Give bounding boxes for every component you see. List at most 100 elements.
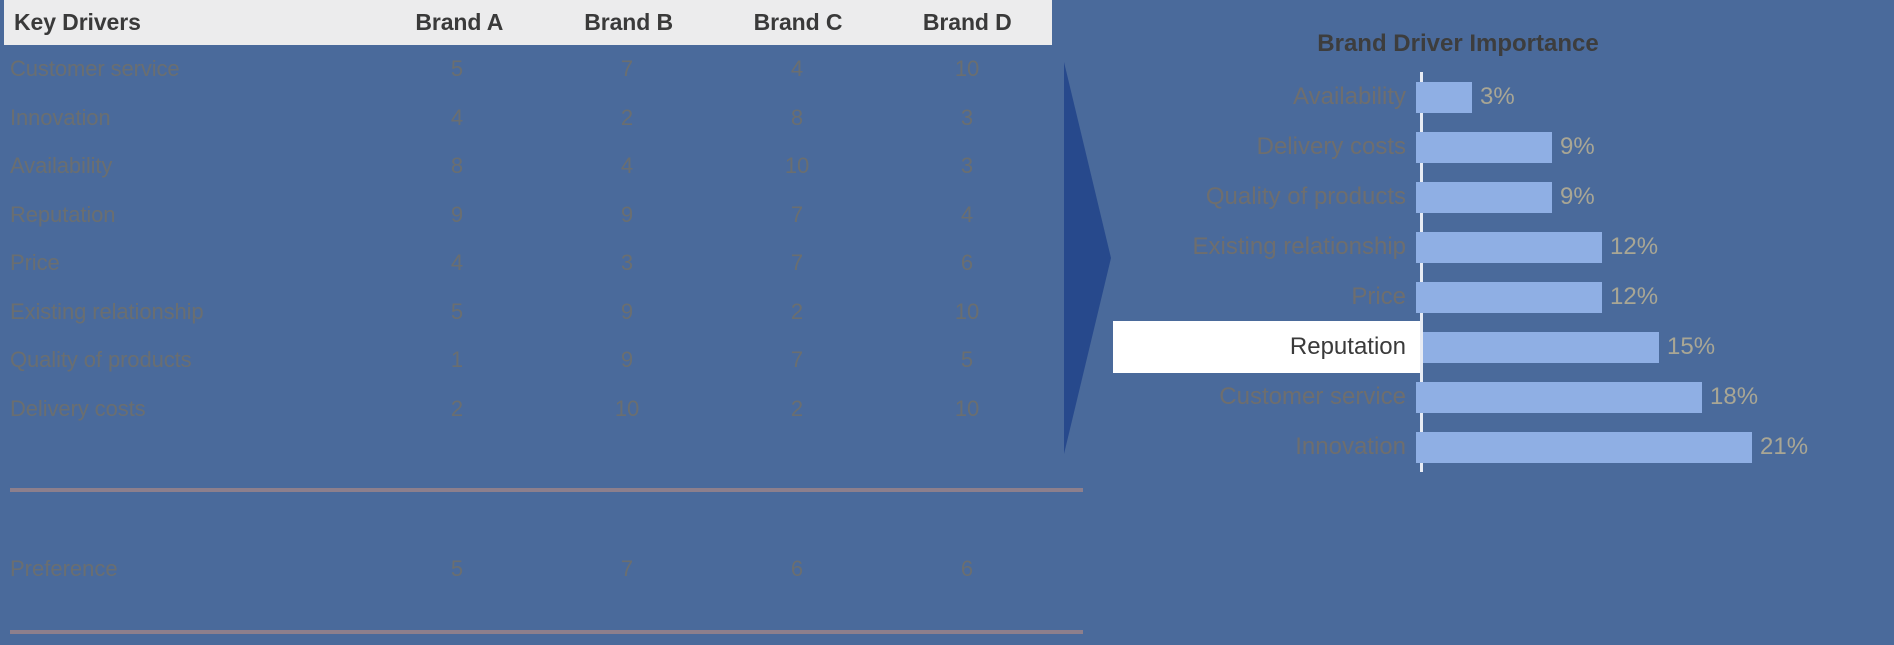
- cell-brand-a: 5: [450, 298, 464, 324]
- table-row[interactable]: Delivery costs 2 10 2 10: [0, 385, 1060, 434]
- cell-brand-b: 7: [620, 56, 634, 82]
- table-row[interactable]: Price 4 3 7 6: [0, 239, 1060, 288]
- key-drivers-table: Key Drivers Brand A Brand B Brand C Bran…: [0, 0, 1083, 634]
- cell-brand-d: 10: [954, 395, 980, 421]
- cell-brand-b: 9: [620, 347, 634, 373]
- cell-brand-c: 7: [790, 347, 804, 373]
- chart-bar-group: 18%: [1416, 381, 1759, 413]
- cell-brand-c: 7: [790, 250, 804, 276]
- cell-brand-b: 10: [614, 395, 640, 421]
- table-row[interactable]: Availability 8 4 10 3: [0, 142, 1060, 191]
- cell-brand-b: 3: [620, 250, 634, 276]
- cell-brand-d: 6: [960, 250, 974, 276]
- chart-bar[interactable]: [1416, 81, 1472, 113]
- chart-category-label: Quality of products: [1205, 183, 1406, 210]
- chart-bar-value-label: 9%: [1560, 183, 1595, 210]
- chart-bar-row[interactable]: Existing relationship 12%: [1113, 222, 1894, 272]
- chart-category-label: Customer service: [1219, 383, 1406, 410]
- chart-bar-value-label: 9%: [1560, 133, 1595, 160]
- chart-bar-row[interactable]: Quality of products 9%: [1113, 172, 1894, 222]
- table-row[interactable]: Innovation 4 2 8 3: [0, 94, 1060, 143]
- chart-bar-row[interactable]: Price 12%: [1113, 272, 1894, 322]
- chart-bar-group: 12%: [1416, 281, 1658, 313]
- table-row[interactable]: Quality of products 1 9 7 5: [0, 336, 1060, 385]
- cell-brand-b: 9: [620, 201, 634, 227]
- cell-brand-d: 6: [960, 556, 974, 581]
- cell-brand-a: 2: [450, 395, 464, 421]
- chart-bar-value-label: 3%: [1480, 83, 1515, 110]
- chart-bar-row[interactable]: Innovation 21%: [1113, 422, 1894, 472]
- chart-bar[interactable]: [1416, 431, 1752, 463]
- chart-category-label: Availability: [1293, 83, 1406, 110]
- chart-bar-value-label: 12%: [1610, 233, 1659, 260]
- column-header-brand-b: Brand B: [584, 9, 673, 35]
- cell-brand-b: 7: [620, 556, 634, 581]
- column-header-key-drivers: Key Drivers: [14, 9, 141, 35]
- table-row[interactable]: Reputation 9 9 7 4: [0, 191, 1060, 240]
- table-header-row: Key Drivers Brand A Brand B Brand C Bran…: [0, 0, 1052, 45]
- cell-driver: Quality of products: [10, 347, 192, 373]
- cell-brand-d: 5: [960, 347, 974, 373]
- chart-bar[interactable]: [1423, 331, 1659, 363]
- cell-brand-c: 10: [784, 153, 810, 179]
- chart-bar-group: 3%: [1416, 81, 1515, 113]
- cell-driver: Reputation: [10, 201, 116, 227]
- arrow-right-chevron-icon: [1053, 62, 1113, 454]
- cell-brand-d: 10: [954, 56, 980, 82]
- arrow-right-chevron-shape: [1064, 62, 1111, 454]
- chart-bar-group: 9%: [1416, 131, 1595, 163]
- chart-category-label-selected[interactable]: Reputation: [1113, 321, 1420, 373]
- chart-category-label: Delivery costs: [1256, 133, 1406, 160]
- cell-brand-c: 8: [790, 104, 804, 130]
- cell-brand-b: 4: [620, 153, 634, 179]
- chart-bar-group: 9%: [1416, 181, 1595, 213]
- table-summary-row-preference[interactable]: Preference 5 7 6 6: [0, 545, 1060, 593]
- chart-plot-area: Availability 3% Delivery costs 9% Qualit…: [1113, 72, 1894, 472]
- table-row[interactable]: Existing relationship 5 9 2 10: [0, 288, 1060, 337]
- chart-bar-row[interactable]: Availability 3%: [1113, 72, 1894, 122]
- chart-bar[interactable]: [1416, 181, 1552, 213]
- chart-bar[interactable]: [1416, 131, 1552, 163]
- cell-brand-a: 5: [450, 556, 464, 581]
- chart-bar-row[interactable]: Delivery costs 9%: [1113, 122, 1894, 172]
- brand-driver-importance-chart: Brand Driver Importance Availability 3% …: [1113, 0, 1894, 645]
- chart-category-label: Price: [1351, 283, 1406, 310]
- cell-brand-a: 4: [450, 250, 464, 276]
- cell-brand-d: 10: [954, 298, 980, 324]
- column-header-brand-a: Brand A: [415, 9, 504, 35]
- chart-bar-group: 12%: [1416, 231, 1659, 263]
- chart-bar[interactable]: [1416, 231, 1602, 263]
- chart-bar-group: 15%: [1423, 331, 1716, 363]
- cell-brand-c: 7: [790, 201, 804, 227]
- chart-bar-value-label: 18%: [1710, 383, 1759, 410]
- cell-brand-a: 8: [450, 153, 464, 179]
- chart-title: Brand Driver Importance: [1317, 30, 1599, 57]
- chart-bar[interactable]: [1416, 381, 1702, 413]
- column-header-brand-c: Brand C: [753, 9, 843, 35]
- cell-brand-a: 5: [450, 56, 464, 82]
- table-body: Customer service 5 7 4 10 Innovation 4 2…: [0, 45, 1060, 433]
- cell-brand-c: 2: [790, 395, 804, 421]
- cell-brand-a: 4: [450, 104, 464, 130]
- cell-driver: Price: [10, 250, 60, 276]
- chart-bar[interactable]: [1416, 281, 1602, 313]
- cell-brand-b: 2: [620, 104, 634, 130]
- table-separator-upper: [10, 488, 1083, 492]
- cell-brand-b: 9: [620, 298, 634, 324]
- chart-bar-value-label: 15%: [1667, 333, 1716, 360]
- cell-driver: Customer service: [10, 56, 180, 82]
- cell-brand-c: 6: [790, 556, 804, 581]
- column-header-brand-d: Brand D: [922, 9, 1012, 35]
- table-row[interactable]: Customer service 5 7 4 10: [0, 45, 1060, 94]
- chart-bar-row[interactable]: Customer service 18%: [1113, 372, 1894, 422]
- cell-brand-c: 2: [790, 298, 804, 324]
- cell-brand-c: 4: [790, 56, 804, 82]
- chart-value-axis-line: [1420, 72, 1423, 472]
- chart-bar-value-label: 21%: [1760, 433, 1809, 460]
- table-separator-lower: [10, 630, 1083, 634]
- cell-driver: Innovation: [10, 104, 111, 130]
- chart-bar-row-selected[interactable]: Reputation 15%: [1113, 321, 1894, 373]
- chart-bar-group: 21%: [1416, 431, 1809, 463]
- cell-brand-d: 4: [960, 201, 974, 227]
- cell-driver: Availability: [10, 153, 113, 179]
